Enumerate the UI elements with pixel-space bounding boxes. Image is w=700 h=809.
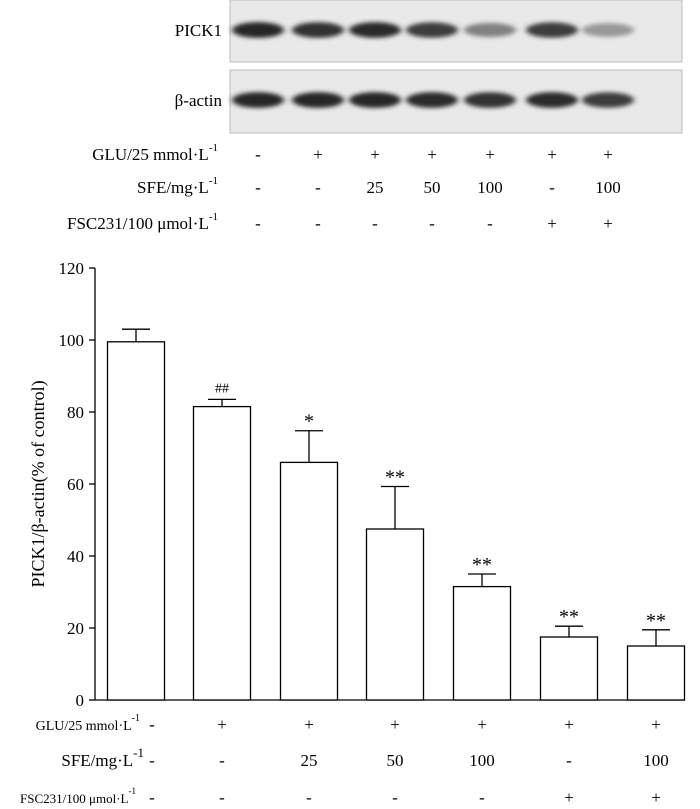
- blot-condition-value: +: [547, 214, 557, 233]
- blot-condition-value: -: [549, 178, 555, 197]
- blot-condition-label: SFE/mg·L-1: [137, 175, 218, 197]
- bar: [365, 528, 425, 701]
- blot-band: [582, 23, 634, 37]
- significance-label: **: [559, 606, 579, 628]
- blot-band: [232, 22, 284, 38]
- chart-condition-value: -: [306, 788, 312, 807]
- blot-condition-value: +: [427, 145, 437, 164]
- bar: [626, 645, 686, 701]
- significance-label: **: [385, 467, 405, 489]
- chart-condition-value: +: [217, 715, 227, 734]
- blot-condition-value: -: [255, 214, 261, 233]
- blot-band: [349, 22, 401, 38]
- chart-condition-value: +: [390, 715, 400, 734]
- chart-condition-value: +: [564, 788, 574, 807]
- chart-condition-value: -: [149, 751, 155, 770]
- chart-condition-value: -: [392, 788, 398, 807]
- blot-condition-value: 100: [477, 178, 503, 197]
- blot-condition-value: -: [429, 214, 435, 233]
- blot-row-label: β-actin: [175, 91, 223, 110]
- chart-condition-value: +: [651, 788, 661, 807]
- blot-band: [406, 22, 458, 38]
- bar: [452, 585, 512, 701]
- blot-condition-label: FSC231/100 μmol·L-1: [67, 211, 218, 233]
- blot-band: [406, 92, 458, 108]
- blot-condition-value: -: [372, 214, 378, 233]
- chart-condition-value: +: [564, 715, 574, 734]
- blot-condition-value: +: [603, 145, 613, 164]
- chart-condition-value: 50: [387, 751, 404, 770]
- blot-condition-value: +: [313, 145, 323, 164]
- chart-condition-value: -: [479, 788, 485, 807]
- blot-condition-value: -: [255, 145, 261, 164]
- blot-condition-value: -: [315, 178, 321, 197]
- blot-condition-value: -: [255, 178, 261, 197]
- significance-label: **: [646, 610, 666, 632]
- y-tick-label: 80: [67, 403, 84, 422]
- chart-condition-value: +: [304, 715, 314, 734]
- blot-band: [526, 92, 578, 108]
- chart-condition-label: SFE/mg·L-1: [61, 745, 144, 770]
- chart-condition-value: 100: [469, 751, 495, 770]
- chart-condition-value: -: [219, 788, 225, 807]
- chart-condition-value: +: [477, 715, 487, 734]
- chart-condition-label: FSC231/100 μmol·L-1: [20, 786, 136, 806]
- bar: [106, 341, 166, 701]
- blot-condition-value: +: [603, 214, 613, 233]
- chart-condition-value: -: [566, 751, 572, 770]
- y-tick-label: 60: [67, 475, 84, 494]
- blot-band: [464, 92, 516, 108]
- blot-condition-value: 100: [595, 178, 621, 197]
- blot-condition-value: +: [370, 145, 380, 164]
- y-tick-label: 0: [76, 691, 85, 710]
- bar: [539, 636, 599, 701]
- chart-condition-value: -: [149, 788, 155, 807]
- blot-band: [464, 22, 516, 38]
- significance-label: **: [472, 554, 492, 576]
- blot-band: [232, 92, 284, 108]
- chart-condition-value: 25: [301, 751, 318, 770]
- blot-condition-value: 50: [424, 178, 441, 197]
- blot-band: [526, 22, 578, 38]
- y-tick-label: 40: [67, 547, 84, 566]
- blot-condition-value: +: [485, 145, 495, 164]
- blot-condition-value: -: [315, 214, 321, 233]
- blot-band: [292, 22, 344, 38]
- blot-condition-value: -: [487, 214, 493, 233]
- blot-row-label: PICK1: [175, 21, 222, 40]
- blot-band: [349, 92, 401, 108]
- blot-band: [582, 92, 634, 108]
- blot-band: [292, 92, 344, 108]
- chart-condition-value: -: [149, 715, 155, 734]
- chart-condition-value: +: [651, 715, 661, 734]
- bar: [192, 405, 252, 701]
- y-axis-label: PICK1/β-actin(% of control): [28, 380, 49, 587]
- chart-condition-label: GLU/25 mmol·L-1: [36, 713, 140, 734]
- chart-condition-value: -: [219, 751, 225, 770]
- significance-label: *: [304, 411, 314, 433]
- y-tick-label: 100: [59, 331, 85, 350]
- y-tick-label: 120: [59, 259, 85, 278]
- blot-condition-value: +: [547, 145, 557, 164]
- blot-condition-value: 25: [367, 178, 384, 197]
- significance-label: ##: [215, 381, 229, 396]
- chart-condition-value: 100: [643, 751, 669, 770]
- blot-condition-label: GLU/25 mmol·L-1: [92, 142, 218, 164]
- bar: [279, 461, 339, 701]
- y-tick-label: 20: [67, 619, 84, 638]
